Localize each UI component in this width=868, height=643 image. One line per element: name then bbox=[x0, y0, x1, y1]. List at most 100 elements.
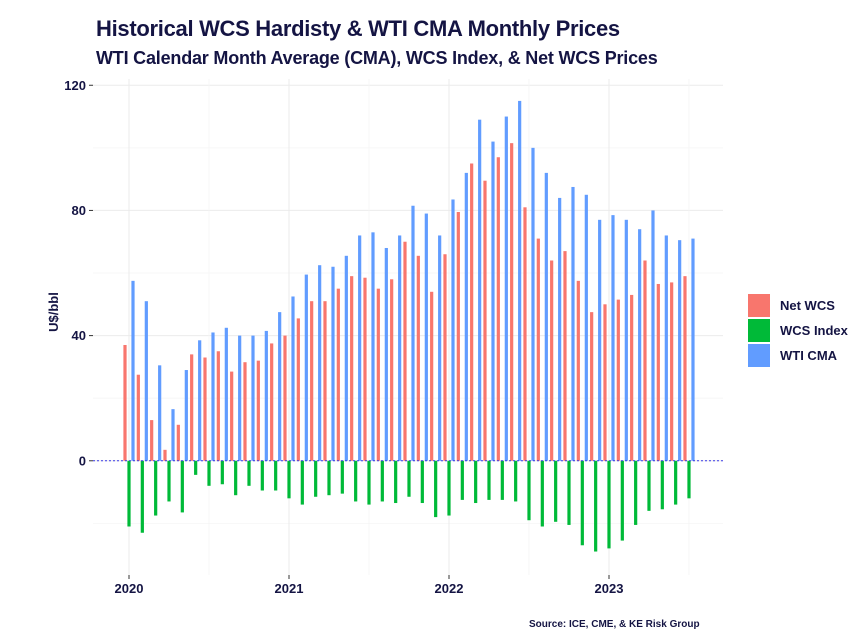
y-axis: 0 40 80 120 bbox=[64, 78, 93, 468]
legend-label-wti-cma: WTI CMA bbox=[780, 348, 838, 363]
bar-net-wcs-2023-06 bbox=[670, 282, 674, 461]
bar-wti-cma-2021-01 bbox=[291, 296, 295, 461]
bar-net-wcs-2020-06 bbox=[190, 354, 194, 461]
bar-wti-cma-2021-08 bbox=[384, 247, 388, 461]
bar-net-wcs-2022-10 bbox=[563, 251, 567, 461]
bar-net-wcs-2021-03 bbox=[310, 301, 314, 461]
bar-wti-cma-2021-06 bbox=[358, 235, 362, 461]
bar-wti-cma-2020-07 bbox=[211, 332, 215, 461]
y-tick-label: 0 bbox=[79, 453, 86, 468]
bar-net-wcs-2023-01 bbox=[603, 304, 607, 461]
bar-wcs-index-2023-01 bbox=[607, 460, 611, 549]
bars-group bbox=[123, 100, 695, 552]
bar-wti-cma-2020-09 bbox=[238, 335, 242, 461]
y-tick-label: 120 bbox=[64, 78, 86, 93]
x-tick-label: 2023 bbox=[595, 581, 624, 596]
legend-swatch-wti-cma bbox=[748, 344, 770, 367]
bar-wcs-index-2023-03 bbox=[634, 460, 638, 525]
bar-wti-cma-2023-04 bbox=[651, 210, 655, 461]
bar-wcs-index-2022-01 bbox=[447, 460, 451, 516]
bar-wti-cma-2020-03 bbox=[158, 365, 162, 461]
legend-swatch-net-wcs bbox=[748, 294, 770, 317]
bar-wti-cma-2021-07 bbox=[371, 232, 375, 461]
bar-net-wcs-2022-01 bbox=[443, 254, 447, 461]
bar-net-wcs-2020-03 bbox=[150, 420, 154, 461]
legend-swatch-wcs-index bbox=[748, 319, 770, 342]
bar-wti-cma-2021-10 bbox=[411, 205, 415, 461]
bar-net-wcs-2022-05 bbox=[496, 157, 500, 461]
bar-wti-cma-2020-10 bbox=[251, 335, 255, 461]
bar-wcs-index-2020-12 bbox=[274, 460, 278, 491]
bar-wti-cma-2023-03 bbox=[638, 229, 642, 461]
chart-subtitle: WTI Calendar Month Average (CMA), WCS In… bbox=[96, 48, 658, 68]
bar-wcs-index-2020-02 bbox=[140, 460, 144, 533]
bar-wcs-index-2022-11 bbox=[580, 460, 584, 546]
bar-wcs-index-2020-08 bbox=[220, 460, 224, 485]
y-axis-label: U$/bbl bbox=[46, 292, 61, 332]
x-tick-label: 2021 bbox=[275, 581, 304, 596]
bar-wti-cma-2020-06 bbox=[198, 340, 202, 461]
bar-wcs-index-2022-09 bbox=[554, 460, 558, 522]
bar-wti-cma-2022-05 bbox=[504, 116, 508, 461]
y-tick-label: 80 bbox=[72, 203, 86, 218]
bar-wcs-index-2022-07 bbox=[527, 460, 531, 521]
legend-label-net-wcs: Net WCS bbox=[780, 298, 835, 313]
bar-net-wcs-2020-10 bbox=[243, 362, 247, 461]
bar-wti-cma-2021-03 bbox=[318, 265, 322, 461]
bar-net-wcs-2020-11 bbox=[256, 360, 260, 461]
bar-wti-cma-2022-02 bbox=[464, 172, 468, 461]
bar-net-wcs-2020-02 bbox=[136, 374, 140, 461]
bar-wcs-index-2022-03 bbox=[474, 460, 478, 504]
bar-wcs-index-2021-03 bbox=[314, 460, 318, 497]
bar-net-wcs-2020-09 bbox=[230, 371, 234, 461]
bar-wti-cma-2023-05 bbox=[664, 235, 668, 461]
bar-net-wcs-2022-03 bbox=[470, 163, 474, 461]
bar-wcs-index-2022-08 bbox=[540, 460, 544, 527]
x-axis: 2020 2021 2022 2023 bbox=[115, 575, 624, 596]
grid-lines bbox=[93, 79, 723, 575]
y-tick-label: 40 bbox=[72, 328, 86, 343]
bar-wcs-index-2020-11 bbox=[260, 460, 264, 491]
bar-wcs-index-2021-01 bbox=[287, 460, 291, 499]
legend-item-wti-cma: WTI CMA bbox=[748, 343, 848, 368]
bar-wcs-index-2020-10 bbox=[247, 460, 251, 486]
bar-wcs-index-2020-09 bbox=[234, 460, 238, 496]
bar-wcs-index-2020-04 bbox=[167, 460, 171, 502]
bar-net-wcs-2020-08 bbox=[216, 351, 220, 461]
bar-wti-cma-2021-04 bbox=[331, 266, 335, 461]
bar-wcs-index-2021-10 bbox=[407, 460, 411, 497]
bar-wti-cma-2022-01 bbox=[451, 199, 455, 461]
bar-net-wcs-2021-10 bbox=[403, 241, 407, 461]
source-note: Source: ICE, CME, & KE Risk Group bbox=[529, 619, 700, 630]
bar-net-wcs-2021-06 bbox=[350, 276, 354, 461]
bar-net-wcs-2021-07 bbox=[363, 277, 367, 461]
bar-net-wcs-2021-04 bbox=[323, 301, 327, 461]
bar-wti-cma-2020-01 bbox=[131, 280, 135, 461]
bar-wti-cma-2022-12 bbox=[598, 219, 602, 461]
bar-wcs-index-2021-09 bbox=[394, 460, 398, 504]
bar-wcs-index-2022-04 bbox=[487, 460, 491, 500]
bar-wti-cma-2021-12 bbox=[438, 235, 442, 461]
bar-wti-cma-2022-11 bbox=[584, 194, 588, 461]
bar-wti-cma-2020-04 bbox=[171, 409, 175, 461]
bar-wti-cma-2021-11 bbox=[424, 213, 428, 461]
bar-wcs-index-2021-11 bbox=[420, 460, 424, 504]
bar-wti-cma-2020-12 bbox=[278, 312, 282, 461]
bar-net-wcs-2023-03 bbox=[630, 294, 634, 461]
bar-wti-cma-2023-07 bbox=[691, 238, 695, 461]
bar-net-wcs-2021-08 bbox=[376, 288, 380, 461]
bar-wcs-index-2021-06 bbox=[354, 460, 358, 502]
bar-wcs-index-2023-04 bbox=[647, 460, 651, 511]
bar-net-wcs-2023-02 bbox=[616, 299, 620, 461]
bar-wti-cma-2022-07 bbox=[531, 147, 535, 461]
bar-net-wcs-2021-02 bbox=[296, 318, 300, 461]
bar-wti-cma-2022-04 bbox=[491, 141, 495, 461]
bar-wcs-index-2020-06 bbox=[194, 460, 198, 475]
bar-wti-cma-2020-11 bbox=[264, 330, 268, 461]
bar-wcs-index-2020-05 bbox=[180, 460, 184, 513]
bar-wti-cma-2021-09 bbox=[398, 235, 402, 461]
bar-net-wcs-2020-12 bbox=[270, 343, 274, 461]
bar-net-wcs-2020-04 bbox=[163, 449, 167, 461]
x-tick-label: 2022 bbox=[435, 581, 464, 596]
